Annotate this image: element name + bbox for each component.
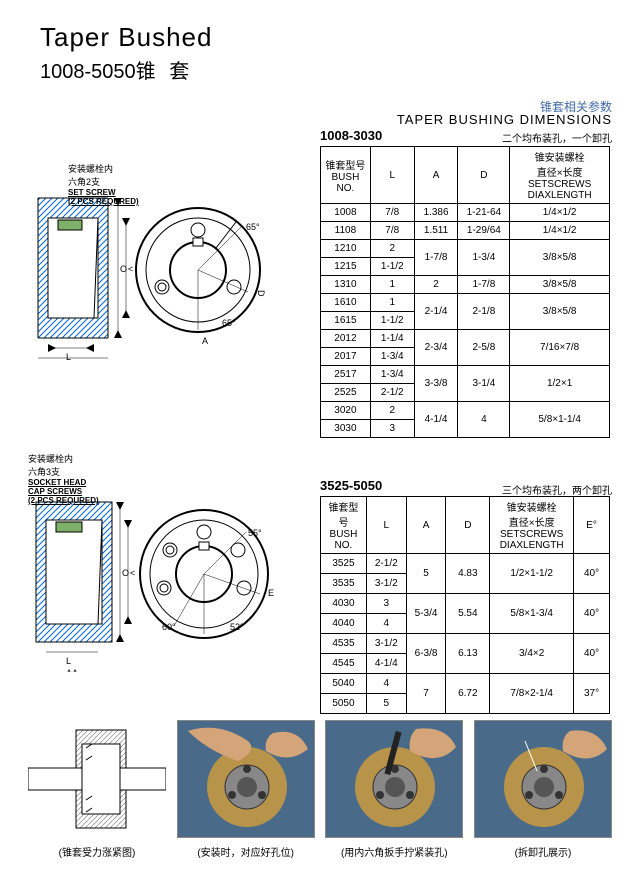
photo3-img	[325, 720, 463, 838]
svg-text:O: O	[120, 264, 127, 274]
photo1-caption: (锥套受力涨紧图)	[28, 844, 166, 859]
th-D: D	[458, 147, 510, 204]
th-A: A	[414, 147, 458, 204]
title-area: Taper Bushed 1008-5050锥 套	[40, 22, 212, 84]
table-row: 11087/81.5111-29/641/4×1/2	[321, 222, 610, 240]
table-row: 5040476.727/8×2-1/437°	[321, 674, 610, 694]
sub-num: 1008-5050	[40, 61, 136, 83]
diagram-2: 安装螺栓内六角3支 SOCKET HEADCAP SCREWS(2 PCS RE…	[28, 452, 308, 672]
photo-2: (安装时，对应好孔位)	[177, 720, 315, 859]
svg-text:D: D	[256, 290, 266, 297]
th2-bush: 锥套型号BUSHNO.	[321, 497, 367, 554]
th2-set: 锥安装螺栓直径×长度SETSCREWSDIAXLENGTH	[490, 497, 574, 554]
th-set: 锥安装螺栓直径×长度SETSCREWSDIAXLENGTH	[510, 147, 610, 204]
svg-text:A: A	[202, 336, 208, 346]
th2-A: A	[406, 497, 446, 554]
svg-text:52°: 52°	[230, 622, 244, 632]
table-row: 121021-7/81-3/43/8×5/8	[321, 240, 610, 258]
table1: 锥套型号BUSHNO. L A D 锥安装螺栓直径×长度SETSCREWSDIA…	[320, 146, 610, 438]
main-title: Taper Bushed	[40, 22, 212, 53]
photo2-img	[177, 720, 315, 838]
svg-text:65°: 65°	[246, 222, 260, 232]
photo-1: (锥套受力涨紧图)	[28, 720, 166, 859]
svg-text:L: L	[66, 656, 71, 666]
table-row: 10087/81.3861-21-641/4×1/2	[321, 204, 610, 222]
svg-text:E: E	[268, 588, 274, 598]
photo-3: (用内六角扳手拧紧装孔)	[325, 720, 463, 859]
table2-range: 3525-5050	[320, 478, 382, 493]
table2-note: 三个均布装孔，两个卸孔	[502, 482, 612, 497]
table-row: 302024-1/445/8×1-1/4	[321, 402, 610, 420]
sub-title: 1008-5050锥 套	[40, 55, 212, 84]
table-row: 45353-1/26-3/86.133/4×240°	[321, 634, 610, 654]
svg-text:<: <	[128, 264, 133, 274]
table-row: 20121-1/42-3/42-5/87/16×7/8	[321, 330, 610, 348]
svg-text:L: L	[66, 352, 71, 362]
d1-label: 安装螺栓内六角2支 SET SCREW(2 PCS REQURED)	[68, 162, 139, 206]
photo2-caption: (安装时，对应好孔位)	[177, 844, 315, 859]
photo-row: (锥套受力涨紧图) (安装时，对应好孔位)	[28, 720, 612, 859]
svg-text:AA: AA	[66, 668, 78, 672]
diagram-1: 安装螺栓内六角2支 SET SCREW(2 PCS REQURED)	[28, 162, 308, 362]
svg-text:<: <	[130, 568, 135, 578]
th-L: L	[370, 147, 414, 204]
photo-4: (拆卸孔展示)	[474, 720, 612, 859]
svg-text:O: O	[122, 568, 129, 578]
photo1-img	[28, 720, 166, 838]
table-row: 161012-1/42-1/83/8×5/8	[321, 294, 610, 312]
photo4-caption: (拆卸孔展示)	[474, 844, 612, 859]
table2: 锥套型号BUSHNO. L A D 锥安装螺栓直径×长度SETSCREWSDIA…	[320, 496, 610, 714]
svg-text:65°: 65°	[222, 318, 236, 328]
photo4-img	[474, 720, 612, 838]
sub-cn: 锥 套	[136, 61, 194, 83]
th-bush: 锥套型号BUSHNO.	[321, 147, 371, 204]
table-row: 25171-3/43-3/83-1/41/2×1	[321, 366, 610, 384]
th2-L: L	[366, 497, 406, 554]
th2-E: E°	[574, 497, 610, 554]
photo3-caption: (用内六角扳手拧紧装孔)	[325, 844, 463, 859]
table-row: 1310121-7/83/8×5/8	[321, 276, 610, 294]
dim-title: TAPER BUSHING DIMENSIONS	[397, 112, 612, 127]
table1-note: 二个均布装孔，一个卸孔	[502, 130, 612, 145]
table1-range: 1008-3030	[320, 128, 382, 143]
table-row: 403035-3/45.545/8×1-3/440°	[321, 594, 610, 614]
d2-label: 安装螺栓内六角3支 SOCKET HEADCAP SCREWS(2 PCS RE…	[28, 452, 99, 505]
svg-text:60°: 60°	[162, 622, 176, 632]
th2-D: D	[446, 497, 490, 554]
svg-text:55°: 55°	[248, 528, 262, 538]
table-row: 35252-1/254.831/2×1-1/240°	[321, 554, 610, 574]
